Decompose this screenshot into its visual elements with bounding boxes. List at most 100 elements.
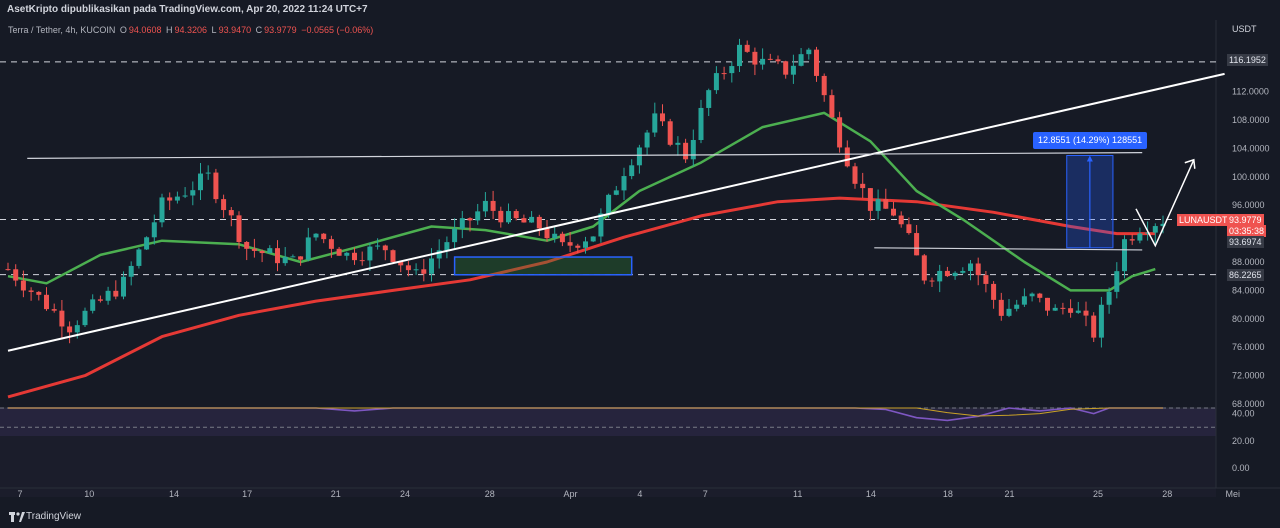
candle-body: [552, 233, 558, 239]
candle-body: [998, 299, 1004, 316]
ma-green-line: [7, 111, 1156, 292]
candle-body: [891, 208, 896, 216]
candle-body: [906, 224, 912, 234]
current-symbol-label[interactable]: LUNAUSDT: [1177, 214, 1230, 226]
support-line[interactable]: [874, 247, 1143, 251]
candle-body: [367, 246, 373, 261]
candle-body: [1137, 233, 1143, 241]
footer-brand: TradingView: [26, 511, 82, 522]
candle-body: [144, 237, 150, 250]
candle-body: [921, 255, 927, 281]
candle-body: [652, 113, 658, 133]
time-tick-label: 21: [1004, 489, 1014, 499]
publish-header: AsetKripto dipublikasikan pada TradingVi…: [0, 0, 1280, 20]
candle-body: [590, 236, 596, 242]
candle-body: [559, 233, 565, 243]
time-tick-label: 10: [84, 489, 94, 499]
candle-body: [1114, 271, 1120, 292]
candle-body: [798, 54, 804, 66]
candle-body: [698, 107, 704, 141]
time-tick-label: 14: [169, 489, 179, 499]
candle-body: [752, 51, 758, 65]
candle-body: [829, 95, 835, 118]
candle-body: [305, 237, 311, 260]
candle-body: [914, 233, 920, 256]
high-value: 94.3206: [174, 25, 208, 35]
candle-body: [151, 222, 157, 238]
currency-label[interactable]: USDT: [1232, 24, 1257, 34]
level-low-label[interactable]: 86.2265: [1227, 269, 1264, 281]
candle-body: [236, 215, 242, 243]
candle-body: [1106, 291, 1112, 305]
projection-path[interactable]: [1135, 159, 1195, 248]
time-tick-label: 24: [400, 489, 410, 499]
price-tick-label: 112.0000: [1232, 87, 1269, 97]
candle-body: [336, 248, 342, 256]
candle-body: [598, 213, 604, 237]
resistance-line[interactable]: [27, 152, 1143, 159]
trendline[interactable]: [7, 72, 1225, 352]
time-tick-label: 18: [943, 489, 953, 499]
rsi-pane-bg: [0, 408, 1216, 497]
measure-label[interactable]: 12.8551 (14.29%) 128551: [1033, 132, 1148, 149]
candle-body: [821, 75, 827, 96]
candle-body: [837, 117, 843, 148]
rsi-ma-line: [8, 407, 1163, 417]
low-value: 93.9470: [218, 25, 252, 35]
candle-body: [713, 73, 719, 91]
candle-body: [975, 263, 981, 276]
time-tick-label: 4: [637, 489, 642, 499]
candle-body: [983, 275, 989, 284]
candle-body: [636, 147, 642, 166]
candle-body: [737, 44, 742, 67]
candle-body: [767, 58, 773, 60]
candle-body: [429, 258, 434, 274]
candle-body: [806, 49, 812, 55]
candle-body: [321, 233, 327, 240]
candle-body: [205, 172, 211, 174]
current-price-label[interactable]: 93.9779: [1227, 214, 1264, 226]
measure-arrow-head: [1086, 155, 1093, 162]
candle-body: [51, 309, 57, 311]
candle-body: [213, 172, 219, 200]
candle-body: [498, 210, 504, 223]
candle-body: [20, 280, 26, 291]
time-tick-label: 7: [17, 489, 22, 499]
candle-body: [667, 121, 673, 145]
candle-body: [898, 215, 904, 225]
level-high-label[interactable]: 116.1952: [1227, 54, 1268, 66]
candle-body: [729, 66, 735, 74]
price-tick-label: 88.0000: [1232, 257, 1265, 267]
candle-body: [1091, 315, 1097, 338]
candle-body: [436, 250, 442, 259]
level-mid-label[interactable]: 93.6974: [1227, 236, 1264, 248]
candle-body: [1006, 308, 1012, 316]
candle-body: [575, 245, 581, 248]
candle-body: [1160, 223, 1166, 227]
candle-body: [867, 188, 873, 211]
candle-body: [1014, 304, 1020, 309]
candle-body: [968, 263, 973, 271]
low-label: L: [211, 25, 217, 35]
candle-body: [82, 310, 88, 326]
footer: TradingView: [0, 506, 1280, 528]
ma-red-line: [7, 196, 1156, 399]
candle-body: [167, 197, 173, 201]
candle-body: [1037, 293, 1043, 298]
candle-body: [36, 291, 42, 295]
symbol-name[interactable]: Terra / Tether, 4h, KUCOIN: [8, 25, 116, 35]
rsi-band-fill: [0, 408, 1216, 436]
price-tick-label: 68.0000: [1232, 399, 1265, 409]
candle-body: [259, 250, 265, 254]
time-tick-label: Mei: [1225, 489, 1240, 499]
close-value: 93.9779: [264, 25, 297, 35]
demand-zone[interactable]: [453, 256, 633, 276]
candle-body: [244, 242, 250, 249]
time-tick-label: 11: [793, 489, 802, 499]
candle-body: [482, 200, 488, 212]
projection-arrow-head: [1184, 158, 1196, 169]
candle-body: [1045, 297, 1050, 311]
open-value: 94.0608: [128, 25, 162, 35]
candle-body: [1029, 293, 1035, 297]
